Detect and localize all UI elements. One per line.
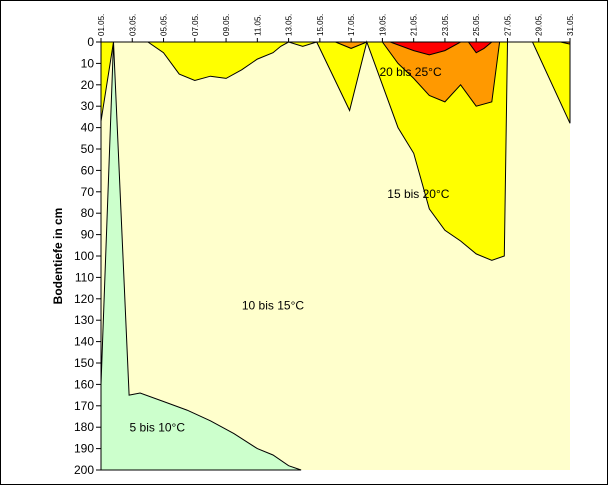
x-tick-label: 27.05. <box>503 14 512 36</box>
x-tick-label: 13.05. <box>285 14 294 36</box>
zone-label-5-bis-10-c: 5 bis 10°C <box>130 420 186 434</box>
y-tick-label: 170 <box>74 399 94 413</box>
zone-label-15-bis-20-c: 15 bis 20°C <box>387 187 450 201</box>
y-tick-label: 40 <box>81 121 95 135</box>
y-tick-label: 0 <box>87 35 94 49</box>
y-tick-label: 90 <box>81 228 95 242</box>
y-tick-label: 20 <box>81 78 95 92</box>
zone-5-bis-10-c <box>100 41 302 471</box>
x-tick-label: 17.05. <box>347 14 356 36</box>
y-tick-label: 10 <box>81 56 95 70</box>
label-layer: 5 bis 10°C 10 bis 15°C 15 bis 20°C 20 bis 2… <box>130 65 450 434</box>
x-tick-label: 23.05. <box>441 14 450 36</box>
y-tick-label: 100 <box>74 249 94 263</box>
y-tick-label: 130 <box>74 313 94 327</box>
y-tick-label: 30 <box>81 99 95 113</box>
y-tick-label: 180 <box>74 420 94 434</box>
x-tick-label: 05.05. <box>160 14 169 36</box>
y-tick-label: 190 <box>74 442 94 456</box>
y-tick-label: 140 <box>74 335 94 349</box>
x-tick-label: 31.05. <box>566 14 575 36</box>
y-tick-label: 200 <box>74 463 94 477</box>
y-tick-label: 80 <box>81 206 95 220</box>
x-tick-label: 11.05. <box>253 14 262 36</box>
x-tick-label: 01.05. <box>97 14 106 36</box>
y-tick-label: 120 <box>74 292 94 306</box>
y-tick-label: 110 <box>75 270 94 284</box>
x-tick-label: 07.05. <box>191 14 200 36</box>
zone-layer <box>100 40 571 471</box>
x-tick-label: 03.05. <box>128 14 137 36</box>
y-tick-label: 160 <box>74 377 94 391</box>
zone-15-bis-20-c <box>100 40 571 261</box>
y-tick-label: 70 <box>81 185 95 199</box>
zone-label-20-bis-25-c: 20 bis 25°C <box>379 65 442 79</box>
y-tick-label: 60 <box>81 163 95 177</box>
y-tick-label: 150 <box>74 356 94 370</box>
x-tick-label: 09.05. <box>222 14 231 36</box>
zone-label-10-bis-15-c: 10 bis 15°C <box>242 299 305 313</box>
axis-layer: 0 10 20 30 40 50 60 70 80 90 100 110 120 130 140 150 160… <box>74 14 575 477</box>
y-axis-title: Bodentiefe in cm <box>51 208 65 305</box>
y-tick-label: 50 <box>81 142 95 156</box>
x-tick-label: 25.05. <box>472 14 481 36</box>
x-tick-label: 15.05. <box>316 14 325 36</box>
x-tick-label: 21.05. <box>410 14 419 36</box>
x-tick-label: 19.05. <box>378 14 387 36</box>
x-tick-label: 29.05. <box>535 14 544 36</box>
